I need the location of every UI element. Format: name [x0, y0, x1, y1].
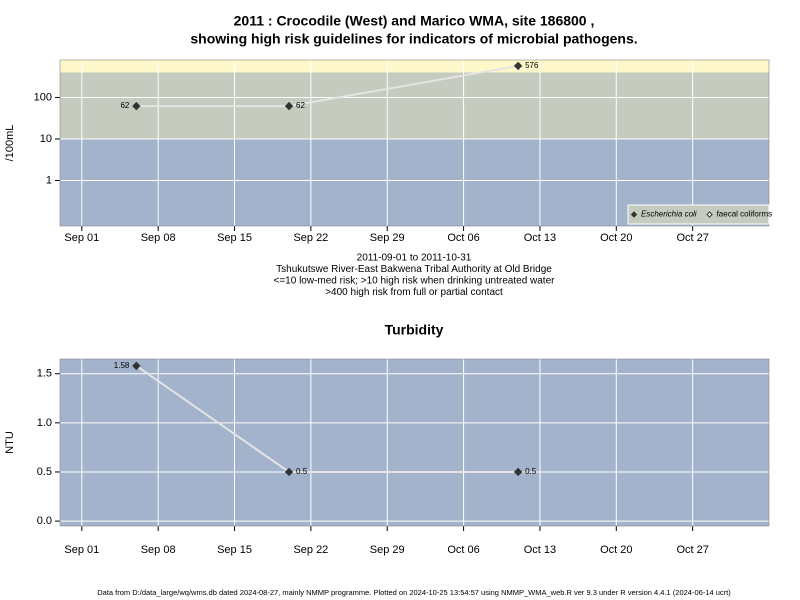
x-tick-label: Oct 27: [676, 544, 708, 556]
plot-frame: [59, 59, 770, 227]
x-tick-label: Sep 15: [217, 232, 252, 244]
y-tick-label: 1.0: [37, 417, 52, 429]
data-label: 1.58: [114, 361, 130, 370]
plot-frame: [59, 358, 770, 527]
data-point: [284, 467, 294, 477]
legend-box: [627, 204, 770, 225]
x-tick-label: Oct 13: [524, 544, 556, 556]
x-tick-label: Oct 06: [447, 544, 479, 556]
legend-label: faecal coliforms: [717, 210, 773, 219]
data-label: 0.5: [525, 467, 537, 476]
x-tick-label: Oct 06: [447, 232, 479, 244]
y-tick-label: 1.5: [37, 368, 52, 380]
data-point: [132, 101, 141, 111]
y-tick-label: 0.5: [37, 466, 52, 478]
chart-note: Tshukutswe River-East Bakwena Tribal Aut…: [276, 264, 552, 275]
y-tick-label: 100: [34, 91, 52, 103]
x-tick-label: Oct 27: [676, 232, 708, 244]
data-label: 62: [296, 101, 305, 110]
data-point: [513, 61, 523, 71]
data-label: 576: [525, 61, 539, 70]
data-label: 0.5: [296, 467, 308, 476]
x-tick-label: Sep 01: [64, 544, 99, 556]
x-tick-label: Sep 22: [293, 544, 328, 556]
footer: Data from D:/data_large/wq/wms.db dated …: [97, 588, 731, 597]
x-tick-label: Sep 29: [370, 544, 405, 556]
chart-note: >400 high risk from full or partial cont…: [325, 287, 503, 298]
y-tick-label: 1: [46, 174, 52, 186]
chart-title: 2011 : Crocodile (West) and Marico WMA, …: [234, 13, 595, 29]
chart-title: showing high risk guidelines for indicat…: [190, 31, 637, 47]
x-tick-label: Sep 08: [141, 232, 176, 244]
x-tick-label: Sep 15: [217, 544, 252, 556]
x-tick-label: Sep 08: [141, 544, 176, 556]
x-tick-label: Oct 20: [600, 544, 632, 556]
data-point: [132, 361, 141, 371]
y-axis-label: /100mL: [4, 125, 16, 162]
y-tick-label: 10: [40, 133, 52, 145]
x-tick-label: Sep 01: [64, 232, 99, 244]
x-tick-label: Sep 22: [293, 232, 328, 244]
data-point: [513, 467, 523, 477]
chart-note: 2011-09-01 to 2011-10-31: [357, 253, 472, 264]
x-tick-label: Sep 29: [370, 232, 405, 244]
risk-band: [60, 60, 769, 73]
x-tick-label: Oct 20: [600, 232, 632, 244]
y-axis-label: NTU: [4, 431, 16, 454]
legend-label: Escherichia coli: [641, 210, 697, 219]
plot-background: [60, 359, 769, 526]
legend-marker: [630, 211, 638, 218]
chart-note: <=10 low-med risk; >10 high risk when dr…: [274, 276, 556, 287]
x-tick-label: Oct 13: [524, 232, 556, 244]
legend-marker: [706, 211, 713, 218]
data-point: [284, 101, 294, 111]
data-label: 62: [120, 101, 129, 110]
chart-title: Turbidity: [385, 322, 444, 338]
y-tick-label: 0.0: [37, 515, 52, 527]
